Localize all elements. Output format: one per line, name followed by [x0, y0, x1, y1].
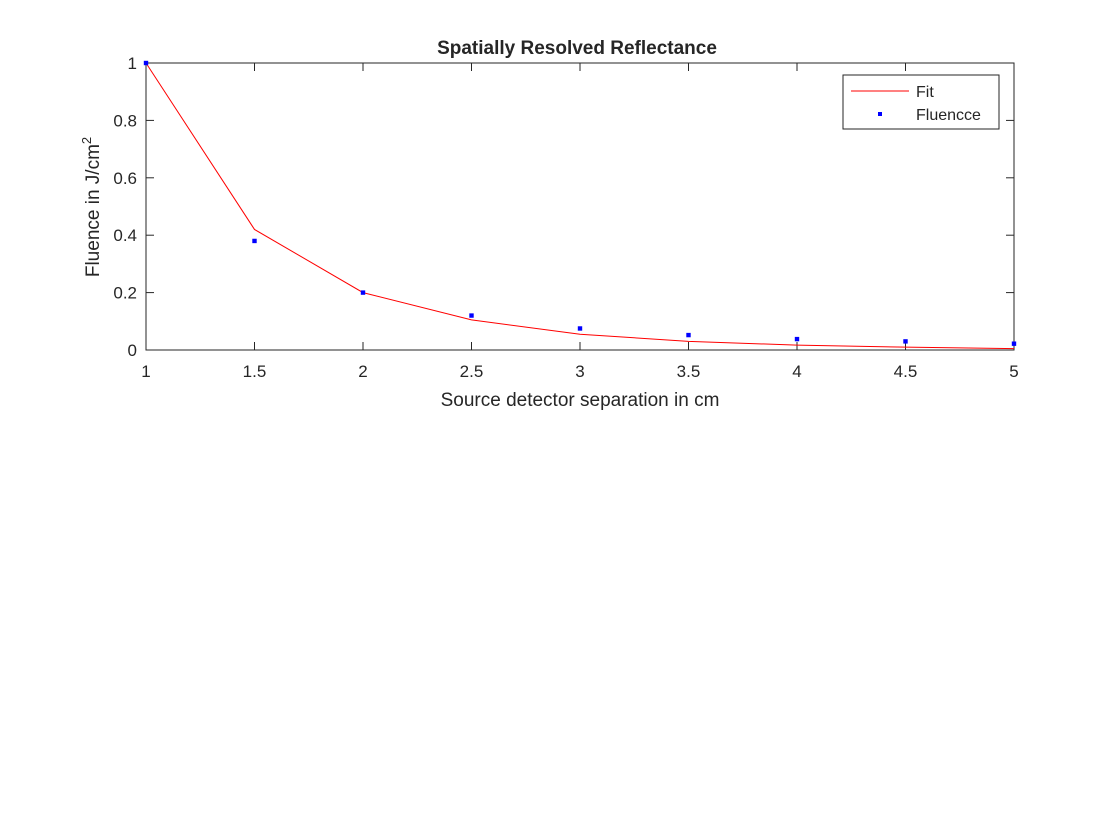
x-tick-label: 4 [792, 362, 801, 381]
x-tick-label: 3.5 [677, 362, 701, 381]
x-tick-label: 1.5 [243, 362, 267, 381]
y-tick-label: 1 [128, 54, 137, 73]
fluence-data-point [903, 339, 908, 344]
x-axis-ticks [145, 63, 1015, 350]
x-axis-tick-labels: 1 1.5 2 2.5 3 3.5 4 4.5 5 [141, 362, 1018, 381]
y-tick-label: 0.4 [113, 226, 137, 245]
y-tick-label: 0.8 [113, 111, 137, 130]
x-axis-label: Source detector separation in cm [441, 390, 720, 411]
y-axis-label-superscript: 2 [79, 137, 94, 144]
y-tick-label: 0.2 [113, 284, 137, 303]
y-axis-label: Fluence in J/cm2 [79, 137, 104, 277]
fluence-data-point [469, 313, 474, 318]
fit-series-line [145, 62, 1015, 350]
x-tick-label: 3 [575, 362, 584, 381]
x-tick-label: 5 [1009, 362, 1018, 381]
legend-fluence-swatch [878, 112, 882, 116]
y-axis-ticks [146, 62, 1014, 351]
legend: Fit Fluencce [842, 74, 1000, 130]
fluence-data-point [794, 336, 800, 342]
y-axis-label-text: Fluence in J/cm [83, 144, 104, 277]
legend-label: Fit [916, 84, 934, 101]
x-tick-label: 2 [358, 362, 367, 381]
fluence-data-point [686, 332, 691, 338]
legend-items: Fit Fluencce [851, 84, 981, 124]
fluence-data-point [252, 238, 257, 244]
fluence-data-point [360, 290, 366, 295]
x-tick-label: 1 [141, 362, 150, 381]
x-tick-label: 2.5 [460, 362, 484, 381]
y-tick-label: 0 [128, 341, 137, 360]
legend-box [842, 74, 1000, 130]
series-layer [143, 60, 1017, 350]
fluence-data-point [577, 326, 583, 331]
fluence-data-point [1011, 341, 1017, 346]
y-tick-label: 0.6 [113, 169, 137, 188]
legend-label: Fluencce [916, 107, 981, 124]
y-axis-tick-labels: 0 0.2 0.4 0.6 0.8 1 [113, 54, 137, 360]
fluence-data-point [143, 60, 149, 66]
x-tick-label: 4.5 [894, 362, 918, 381]
chart-title: Spatially Resolved Reflectance [437, 38, 717, 59]
